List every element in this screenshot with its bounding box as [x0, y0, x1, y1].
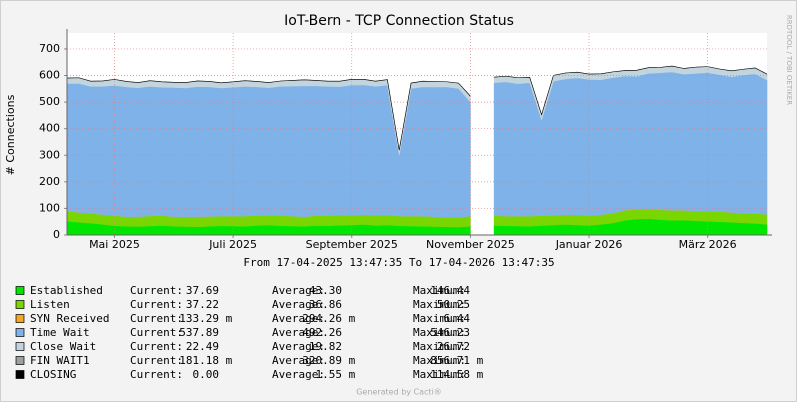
- stat-value: 320.89 m: [302, 354, 355, 367]
- stat-value: 43.30: [309, 284, 342, 297]
- legend-swatch: [15, 370, 25, 379]
- areas: [66, 65, 768, 236]
- stat-header: Maximum:: [413, 298, 466, 311]
- stat-value: 26.72: [437, 340, 470, 353]
- x-tick-label: Januar 2026: [555, 238, 623, 251]
- legend-swatch: [15, 300, 25, 309]
- stat-header: Current:: [130, 368, 183, 381]
- stat-header: Maximum:: [413, 312, 466, 325]
- y-tick-label: 0: [53, 228, 60, 241]
- stat-header: Average:: [272, 340, 325, 353]
- y-tick-label: 600: [39, 69, 60, 82]
- stat-header: Current:: [130, 326, 183, 339]
- legend-swatch: [15, 342, 25, 351]
- x-tick-label: Juli 2025: [208, 238, 257, 251]
- legend-label: Time Wait: [30, 326, 90, 339]
- legend-label: FIN WAIT1: [30, 354, 90, 367]
- y-axis-label: # Connections: [4, 94, 17, 175]
- stat-value: 1.55 m: [315, 368, 355, 381]
- stat-value: 492.26: [302, 326, 342, 339]
- stat-value: 537.89: [179, 326, 219, 339]
- stat-header: Average:: [272, 354, 325, 367]
- y-tick-label: 100: [39, 201, 60, 214]
- y-tick-label: 400: [39, 122, 60, 135]
- stat-header: Current:: [130, 312, 183, 325]
- stat-header: Current:: [130, 354, 183, 367]
- stat-value: 37.22: [186, 298, 219, 311]
- stat-header: Average:: [272, 284, 325, 297]
- y-tick-label: 500: [39, 95, 60, 108]
- stat-header: Current:: [130, 340, 183, 353]
- stat-header: Average:: [272, 298, 325, 311]
- stat-header: Maximum:: [413, 340, 466, 353]
- stat-value: 133.29 m: [179, 312, 232, 325]
- legend-swatch: [15, 286, 25, 295]
- stat-value: 546.23: [430, 326, 470, 339]
- stat-header: Average:: [272, 326, 325, 339]
- watermark: RRDTOOL / TOBI OETIKER: [785, 15, 793, 105]
- stat-header: Current:: [130, 284, 183, 297]
- x-tick-label: März 2026: [679, 238, 737, 251]
- area: [66, 83, 471, 218]
- x-tick-label: Mai 2025: [89, 238, 140, 251]
- legend-swatch: [15, 328, 25, 337]
- stat-header: Maximum:: [413, 326, 466, 339]
- stat-value: 146.44: [430, 284, 470, 297]
- legend-label: SYN Received: [30, 312, 109, 325]
- axes: 0 100 200 300 400 500 600 700 Mai 2025 Juli 2025 S…: [39, 29, 772, 251]
- stat-value: 37.69: [186, 284, 219, 297]
- stat-value: 0.00: [193, 368, 220, 381]
- stat-value: 294.26 m: [302, 312, 355, 325]
- stat-value: 114.58 m: [430, 368, 483, 381]
- legend-swatch: [15, 356, 25, 365]
- y-tick-label: 200: [39, 175, 60, 188]
- stat-header: Average:: [272, 312, 325, 325]
- stat-value: 19.82: [309, 340, 342, 353]
- stat-header: Maximum:: [413, 368, 466, 381]
- stat-value: 6.44: [444, 312, 471, 325]
- stat-header: Current:: [130, 298, 183, 311]
- stat-value: 50.25: [437, 298, 470, 311]
- stat-header: Average:: [272, 368, 325, 381]
- legend-label: Listen: [30, 298, 70, 311]
- stat-value: 22.49: [186, 340, 219, 353]
- legend-label: Close Wait: [30, 340, 96, 353]
- footer: Generated by Cacti®: [356, 388, 442, 397]
- legend-label: Established: [30, 284, 103, 297]
- y-tick-label: 700: [39, 42, 60, 55]
- stat-value: 856.71 m: [430, 354, 483, 367]
- x-tick-label: September 2025: [306, 238, 398, 251]
- x-range-label: From 17-04-2025 13:47:35 To 17-04-2026 1…: [243, 256, 554, 269]
- x-tick-label: November 2025: [426, 238, 515, 251]
- stat-value: 181.18 m: [179, 354, 232, 367]
- stat-value: 36.86: [309, 298, 342, 311]
- legend-swatch: [15, 314, 25, 323]
- y-tick-label: 300: [39, 148, 60, 161]
- stat-header: Maximum:: [413, 284, 466, 297]
- legend: Established Current: 37.69 Average:43.30 Max…: [15, 284, 484, 381]
- chart-title: IoT-Bern - TCP Connection Status: [284, 13, 514, 29]
- stat-header: Maximum:: [413, 354, 466, 367]
- grid: [67, 33, 767, 236]
- area: [494, 65, 768, 116]
- legend-label: CLOSING: [30, 368, 76, 381]
